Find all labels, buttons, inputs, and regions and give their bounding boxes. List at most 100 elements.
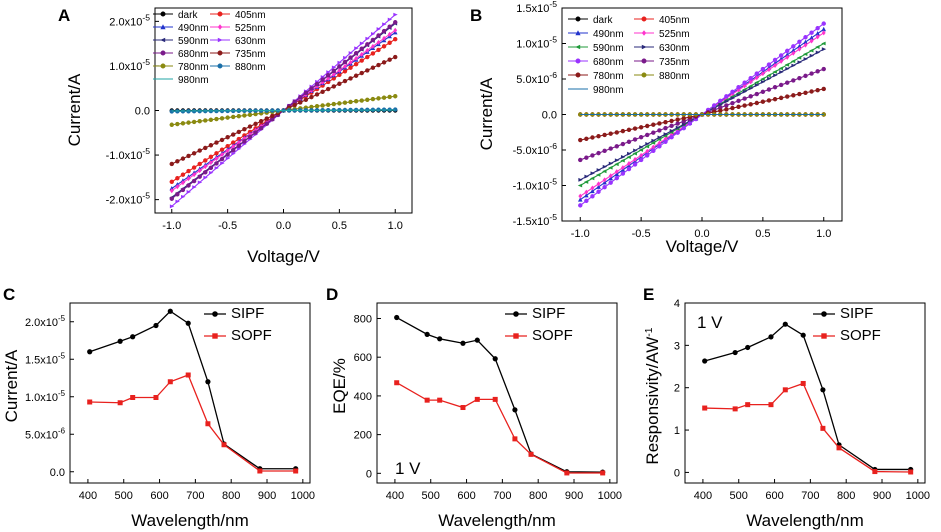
legend: SIPF SOPF xyxy=(813,305,881,344)
data-point xyxy=(702,358,708,364)
data-point xyxy=(203,118,208,123)
data-point xyxy=(180,121,186,126)
data-point xyxy=(376,27,381,31)
data-point xyxy=(365,68,370,73)
data-point xyxy=(309,94,314,100)
series-sopf xyxy=(394,380,606,476)
data-point xyxy=(382,22,387,27)
data-point xyxy=(754,80,759,85)
data-point xyxy=(169,188,174,194)
data-point xyxy=(153,322,159,329)
data-point xyxy=(626,155,631,159)
data-point xyxy=(791,48,796,53)
data-point xyxy=(809,48,814,53)
data-point xyxy=(614,169,619,175)
series-980nm xyxy=(171,109,396,112)
data-point xyxy=(348,59,353,65)
data-point xyxy=(186,176,191,182)
data-point xyxy=(348,55,353,60)
legend-label: 980nm xyxy=(178,75,209,86)
data-point xyxy=(651,122,656,127)
data-point xyxy=(242,139,247,144)
data-point xyxy=(608,161,614,166)
legend-label: SIPF xyxy=(840,305,873,322)
y-tick-label: 1.0x10-5 xyxy=(109,57,150,73)
data-point xyxy=(242,127,247,132)
series-line xyxy=(704,382,911,473)
data-point xyxy=(662,133,668,138)
data-point xyxy=(437,397,443,403)
panel-letter: B xyxy=(470,6,482,25)
y-axis-title: Current/A xyxy=(2,349,21,422)
data-point xyxy=(797,46,802,52)
data-point xyxy=(620,141,626,147)
data-point xyxy=(602,148,607,154)
data-point xyxy=(337,101,342,106)
data-point xyxy=(376,96,381,101)
data-point xyxy=(253,130,258,135)
data-point xyxy=(175,199,180,204)
data-point xyxy=(365,97,370,103)
data-point xyxy=(186,183,191,188)
data-point xyxy=(203,164,208,170)
panel-e: E 400 500 600 700 800 900 1000 0 1 2 3 4 Wavelength/n… xyxy=(643,285,930,530)
data-point xyxy=(645,123,650,129)
data-point xyxy=(645,148,650,154)
data-point xyxy=(821,66,826,72)
series-line xyxy=(704,323,911,471)
data-point xyxy=(754,71,759,76)
data-point xyxy=(745,344,751,351)
data-point xyxy=(354,55,359,61)
x-tick-label: 700 xyxy=(186,490,204,502)
data-point xyxy=(342,100,348,105)
data-point xyxy=(348,76,353,81)
y-tick-label: 5.0x10-6 xyxy=(25,426,66,441)
x-tick-label: -0.5 xyxy=(218,220,237,232)
data-point xyxy=(180,172,186,177)
data-point xyxy=(331,101,336,107)
data-point xyxy=(359,41,365,46)
legend-label: 880nm xyxy=(659,71,690,82)
data-point xyxy=(663,119,668,125)
data-point xyxy=(231,151,236,156)
data-point xyxy=(766,73,771,78)
data-point xyxy=(343,63,347,69)
y-tick-label: 1.5x10-5 xyxy=(25,351,66,366)
data-point xyxy=(175,121,180,127)
data-point xyxy=(632,162,638,167)
data-point xyxy=(353,50,359,56)
panel-a: A -1.0 -0.5 0.0 0.5 1.0 -2.0x10-5 -1.0x10-5 0.0 1… xyxy=(58,6,413,266)
data-point xyxy=(512,436,518,442)
data-point xyxy=(381,44,387,49)
data-point xyxy=(651,144,656,150)
data-point xyxy=(394,314,400,321)
data-point xyxy=(803,90,808,95)
data-point xyxy=(247,112,253,117)
y-tick-label: 5.0x10-6 xyxy=(516,70,557,86)
legend-label: 525nm xyxy=(235,23,266,34)
legend-label: 780nm xyxy=(178,62,209,73)
x-tick-label: 500 xyxy=(730,490,748,502)
data-point xyxy=(675,121,680,126)
data-point xyxy=(760,66,766,72)
data-point xyxy=(809,38,814,44)
legend-marker xyxy=(160,50,166,56)
data-point xyxy=(130,334,136,340)
data-point xyxy=(309,86,314,91)
data-point xyxy=(809,89,814,94)
data-point xyxy=(169,196,174,201)
data-point xyxy=(192,185,197,190)
data-point xyxy=(730,96,735,101)
legend-label: dark xyxy=(178,10,198,21)
data-point xyxy=(596,134,601,139)
data-point xyxy=(872,469,878,475)
data-point xyxy=(718,108,723,113)
data-point xyxy=(381,60,387,65)
y-tick-label: 0.0 xyxy=(542,110,557,122)
legend-marker xyxy=(575,30,581,36)
data-point xyxy=(169,179,174,185)
data-point xyxy=(650,141,656,145)
data-point xyxy=(175,192,180,197)
data-point xyxy=(320,103,325,108)
data-point xyxy=(169,161,174,167)
